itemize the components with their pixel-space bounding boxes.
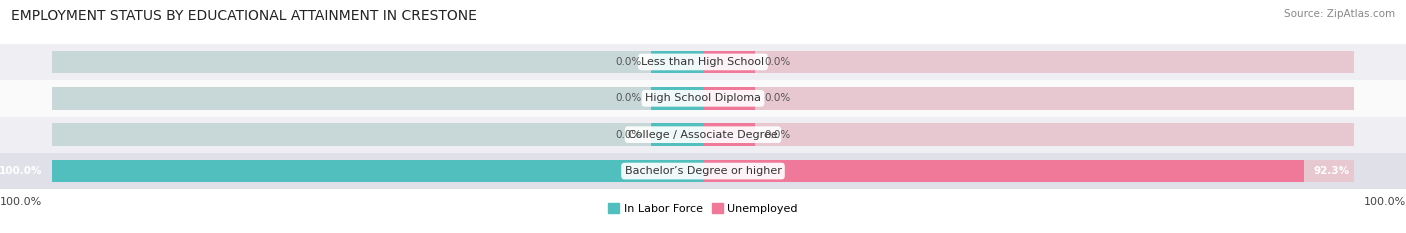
Bar bbox=[0, 153, 1406, 189]
Bar bbox=[651, 87, 703, 110]
Text: 100.0%: 100.0% bbox=[1364, 196, 1406, 206]
Text: High School Diploma: High School Diploma bbox=[645, 93, 761, 103]
Text: Less than High School: Less than High School bbox=[641, 57, 765, 67]
Legend: In Labor Force, Unemployed: In Labor Force, Unemployed bbox=[603, 199, 803, 218]
Bar bbox=[52, 123, 703, 146]
Text: 0.0%: 0.0% bbox=[614, 130, 641, 140]
Bar bbox=[703, 51, 755, 73]
Bar bbox=[0, 44, 1406, 80]
Bar bbox=[0, 116, 1406, 153]
Bar bbox=[52, 51, 703, 73]
Text: EMPLOYMENT STATUS BY EDUCATIONAL ATTAINMENT IN CRESTONE: EMPLOYMENT STATUS BY EDUCATIONAL ATTAINM… bbox=[11, 9, 477, 23]
Text: 100.0%: 100.0% bbox=[0, 196, 42, 206]
Text: 0.0%: 0.0% bbox=[614, 93, 641, 103]
Bar bbox=[703, 123, 1354, 146]
Bar bbox=[651, 123, 703, 146]
Bar bbox=[52, 160, 703, 182]
Bar bbox=[651, 51, 703, 73]
Text: 92.3%: 92.3% bbox=[1313, 166, 1350, 176]
Bar bbox=[0, 80, 1406, 116]
Bar bbox=[703, 160, 1354, 182]
Text: College / Associate Degree: College / Associate Degree bbox=[628, 130, 778, 140]
Text: 0.0%: 0.0% bbox=[765, 130, 792, 140]
Text: 0.0%: 0.0% bbox=[614, 57, 641, 67]
Bar bbox=[703, 51, 1354, 73]
Text: 100.0%: 100.0% bbox=[0, 166, 42, 176]
Text: 0.0%: 0.0% bbox=[765, 57, 792, 67]
Bar bbox=[52, 160, 703, 182]
Bar bbox=[703, 87, 1354, 110]
Text: Source: ZipAtlas.com: Source: ZipAtlas.com bbox=[1284, 9, 1395, 19]
Bar bbox=[703, 123, 755, 146]
Bar bbox=[703, 87, 755, 110]
Text: 0.0%: 0.0% bbox=[765, 93, 792, 103]
Text: Bachelor’s Degree or higher: Bachelor’s Degree or higher bbox=[624, 166, 782, 176]
Bar bbox=[703, 160, 1303, 182]
Bar bbox=[52, 87, 703, 110]
